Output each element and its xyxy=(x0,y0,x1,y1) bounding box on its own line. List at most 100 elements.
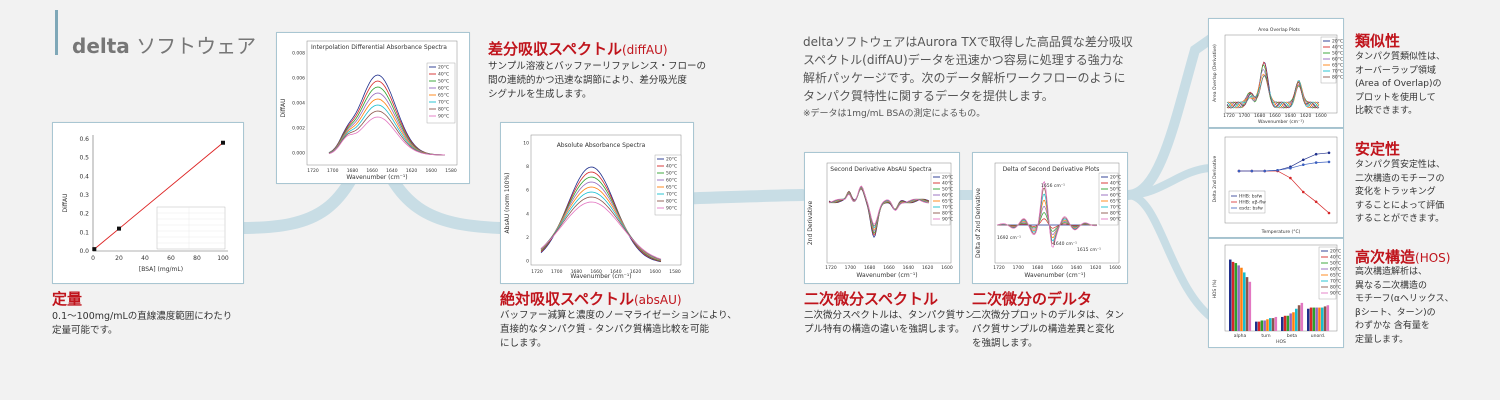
y-tick-label: 10 xyxy=(523,141,529,147)
bar xyxy=(1300,302,1304,331)
bar xyxy=(1274,316,1278,331)
x-tick-label: 1720 xyxy=(825,265,837,271)
legend-box xyxy=(1228,190,1266,214)
heading-absau: 絶対吸収スペクトル(absAU) xyxy=(500,290,682,308)
annotation-1656: 1656 cm⁻¹ xyxy=(1041,183,1065,189)
series-line xyxy=(1226,75,1320,109)
legend-label: 50°C xyxy=(666,171,677,177)
calibration-chart: DiffAU 0.0 0.1 0.2 0.3 0.4 0.5 0.6 0 20 40 60 80 100… xyxy=(62,135,229,273)
bar xyxy=(1260,320,1264,331)
series-line xyxy=(1226,64,1320,109)
x-tick-label: 1720 xyxy=(531,269,543,275)
x-tick-label: 20 xyxy=(115,255,123,262)
x-tick-label: 1580 xyxy=(669,269,681,275)
y-tick-label: 0.000 xyxy=(292,151,305,157)
x-tick-label: 1660 xyxy=(590,269,602,275)
legend-label: 80°C xyxy=(1110,211,1121,217)
heading-delta-second: 二次微分のデルタ xyxy=(972,290,1093,308)
x-tick-label: 1700 xyxy=(845,265,857,271)
x-tick-label: 1660 xyxy=(366,168,378,174)
legend-box xyxy=(654,154,682,216)
x-tick-label: 1660 xyxy=(883,265,895,271)
legend-label: 40°C xyxy=(438,72,449,78)
x-axis-label: Wavenumber (cm⁻¹) xyxy=(856,272,917,279)
series-line xyxy=(996,181,1098,248)
legend-label: 40°C xyxy=(1332,45,1343,51)
series-line xyxy=(1226,61,1320,109)
series-line xyxy=(328,116,446,156)
brand-title: delta ソフトウェア xyxy=(72,34,257,58)
legend-label: HHB: bsfw xyxy=(1239,194,1263,200)
series-line xyxy=(540,196,662,260)
data-point xyxy=(92,247,97,252)
legend-label: 40°C xyxy=(666,164,677,170)
chart-card-stability: Delta 2nd Derivative HHB: bsfw HHB: αβ-fl… xyxy=(1208,128,1344,238)
legend-label: 50°C xyxy=(1330,261,1341,267)
legend-label: 40°C xyxy=(1110,181,1121,187)
chart-card-hos: HOS (%) alpha turn beta unord. 20°C 40°C 50°C 6… xyxy=(1208,238,1344,348)
x-tick-label: 1640 xyxy=(903,265,915,271)
x-tick-label: 1680 xyxy=(571,269,583,275)
desc-hos: 高次構造解析は、 異なる二次構造の モチーフ(αヘリックス、 βシート、ターン)の わず… xyxy=(1355,267,1454,345)
legend-label: 40°C xyxy=(1330,255,1341,261)
legend-label: 65°C xyxy=(1330,273,1341,279)
chart-title: Interpolation Differential Absorbance Sp… xyxy=(311,44,447,51)
x-tick-label: 1620 xyxy=(922,265,934,271)
x-tick-label: 1600 xyxy=(1109,265,1121,271)
legend-label: 65°C xyxy=(438,93,449,99)
legend-label: 70°C xyxy=(438,100,449,106)
desc-similarity: タンパク質類似性は、 オーバーラップ領域 (Area of Overlap)の プロッ… xyxy=(1355,52,1446,116)
series-line xyxy=(1226,73,1320,109)
x-tick-label: 1720 xyxy=(307,168,319,174)
heading-similarity: 類似性 xyxy=(1355,32,1401,50)
legend-label: 80°C xyxy=(1332,75,1343,81)
heading-stability: 安定性 xyxy=(1355,140,1401,158)
chart-title: Area Overlap Plots xyxy=(1258,27,1300,33)
y-tick-label: 0.6 xyxy=(79,136,89,143)
legend-label: 50°C xyxy=(1332,51,1343,57)
x-tick-label: 60 xyxy=(167,255,175,262)
y-tick-label: 0.002 xyxy=(292,126,305,132)
hos-chart: HOS (%) alpha turn beta unord.20°C40°C50°C6… xyxy=(1212,244,1341,345)
legend-label: 50°C xyxy=(1110,187,1121,193)
x-axis-label: Wavenumber (cm⁻¹) xyxy=(570,273,631,280)
delta-second-chart: Delta of Second Derivative Plots Delta o… xyxy=(975,162,1121,279)
bar xyxy=(1240,267,1243,331)
bar xyxy=(1283,315,1287,331)
heading-quantitation: 定量 xyxy=(52,290,83,308)
bar xyxy=(1307,308,1310,331)
legend-box xyxy=(1320,36,1337,84)
desc-stability: タンパク質安定性は、 二次構造のモチーフの 変化をトラッキング することによって評価す… xyxy=(1355,160,1446,224)
series-line xyxy=(540,166,662,263)
bar xyxy=(1323,306,1327,331)
y-tick-label: 0.4 xyxy=(79,173,89,180)
legend-label: 60°C xyxy=(1330,267,1341,273)
desc-absau: バッファー減算と濃度のノーマライゼーションにより、 直接的なタンパク質 - タンパ… xyxy=(500,310,737,349)
y-axis-label: Delta 2nd Derivative xyxy=(1212,155,1218,202)
series-line xyxy=(828,185,929,227)
legend-label: 60°C xyxy=(666,178,677,184)
y-tick-label: 0.008 xyxy=(292,51,305,57)
x-tick-label: alpha xyxy=(1234,333,1247,339)
chart-title: Absolute Absorbance Spectra xyxy=(557,142,646,149)
annotation-1640: 1640 cm⁻¹ xyxy=(1053,241,1077,247)
bar xyxy=(1245,277,1249,331)
heading-second-derivative: 二次微分スペクトル xyxy=(804,290,938,308)
legend-label: 50°C xyxy=(942,187,953,193)
bar xyxy=(1263,320,1266,331)
bar xyxy=(1237,265,1240,331)
x-axis-label: Temperature (°C) xyxy=(1261,229,1301,235)
legend-label: 20°C xyxy=(942,175,953,181)
chart-card-delta-second: Delta of Second Derivative Plots Delta o… xyxy=(972,152,1128,284)
legend-label: 90°C xyxy=(438,114,449,120)
legend-label: 70°C xyxy=(666,192,677,198)
series-line xyxy=(540,176,662,262)
series-line xyxy=(540,201,662,260)
legend-label: 20°C xyxy=(438,65,449,71)
x-tick-label: 1620 xyxy=(1090,265,1102,271)
chart-card-absau: Absolute Absorbance Spectra AbsAU (norm … xyxy=(500,122,694,284)
y-tick-label: 0.006 xyxy=(292,76,305,82)
bar xyxy=(1286,315,1290,331)
x-tick-label: 0 xyxy=(91,255,95,262)
x-tick-label: beta xyxy=(1287,333,1297,339)
